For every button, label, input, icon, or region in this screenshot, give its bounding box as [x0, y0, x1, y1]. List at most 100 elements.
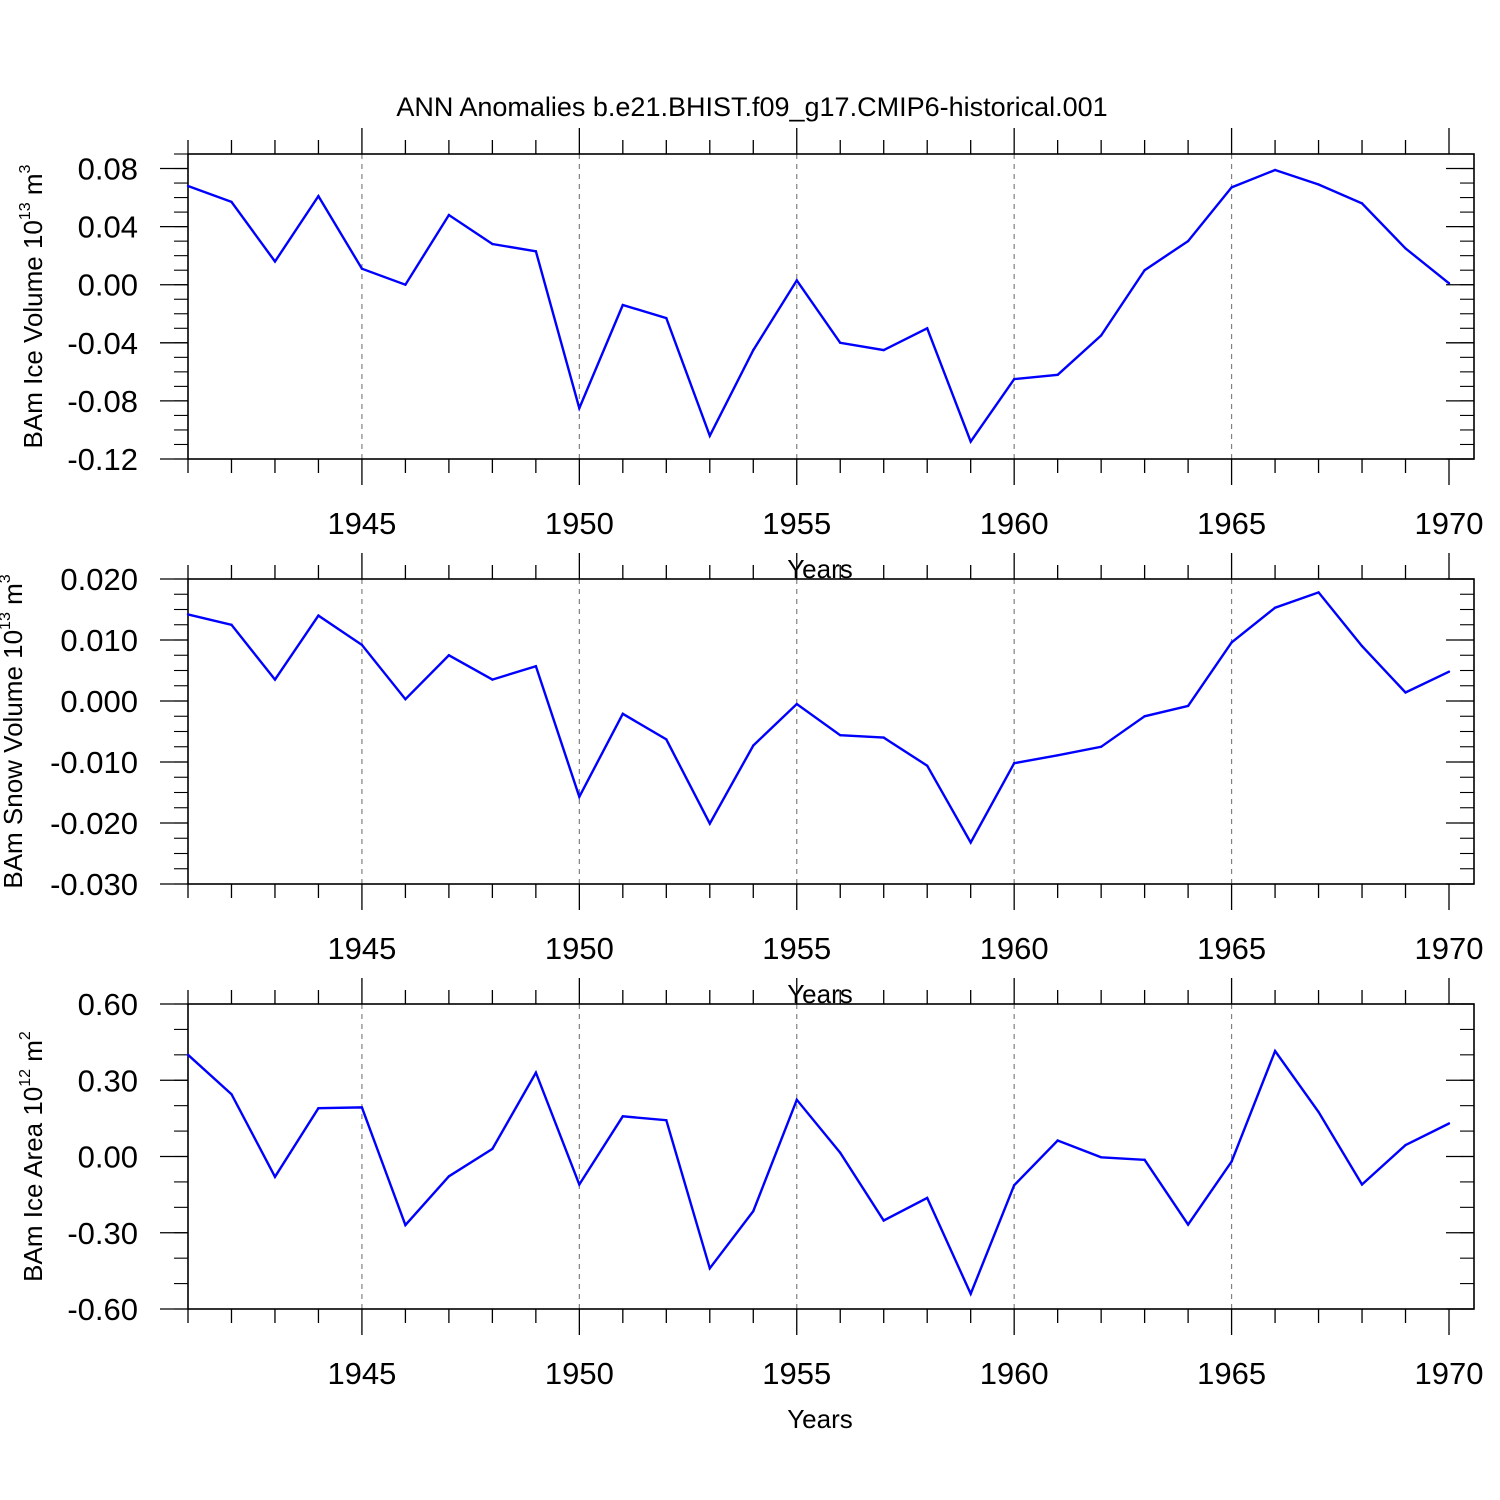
data-point — [186, 1053, 190, 1057]
data-point — [752, 348, 755, 352]
series-line — [187, 168, 1450, 445]
x-tick-label: 1945 — [327, 931, 396, 966]
data-point — [1360, 644, 1364, 648]
plot-frame — [187, 578, 1475, 885]
panel-1: 1945 1950 1955 1960 1965 1970Years0.080.040.0… — [17, 128, 1483, 584]
y-tick-label: 0.00 — [78, 1140, 138, 1175]
y-tick-label: 0.60 — [78, 987, 138, 1022]
data-point — [1447, 1122, 1451, 1125]
data-point — [795, 1098, 798, 1102]
data-point — [1273, 606, 1277, 609]
data-point — [1317, 591, 1320, 594]
data-point — [1360, 1183, 1364, 1186]
y-tick-label: 0.30 — [78, 1063, 138, 1098]
data-point — [1186, 239, 1190, 243]
data-point — [186, 613, 190, 616]
x-tick-label: 1955 — [762, 931, 831, 966]
data-point — [404, 1223, 407, 1227]
data-point — [1012, 377, 1016, 381]
plot-frame — [187, 153, 1475, 460]
data-point — [1447, 282, 1451, 285]
data-point — [491, 678, 494, 681]
data-point — [1056, 1139, 1059, 1142]
data-point — [1317, 183, 1320, 186]
x-tick-label: 1960 — [980, 506, 1049, 541]
series-line — [187, 1048, 1450, 1297]
y-tick-label: -0.04 — [67, 326, 138, 361]
panel-3: 1945 1950 1955 1960 1965 1970 Years 0.60 0.30 0.0… — [17, 978, 1483, 1434]
data-point — [534, 250, 538, 253]
data-point — [1099, 1156, 1103, 1159]
data-point — [926, 764, 929, 767]
x-tick-label: 1960 — [980, 931, 1049, 966]
x-tick-label: 1965 — [1197, 931, 1266, 966]
x-tick-label: 1965 — [1197, 506, 1266, 541]
x-tick-label: 1970 — [1415, 506, 1484, 541]
data-point — [839, 733, 842, 737]
data-point — [665, 738, 668, 741]
data-point — [621, 712, 625, 716]
data-point — [708, 822, 711, 825]
data-point — [1099, 745, 1103, 748]
data-point — [273, 678, 277, 681]
data-point — [491, 242, 494, 246]
data-point — [926, 327, 929, 330]
data-point — [230, 1093, 233, 1096]
data-point — [578, 1183, 581, 1186]
data-point — [447, 213, 451, 217]
x-tick-label: 1950 — [545, 1356, 614, 1391]
data-point — [1404, 1143, 1407, 1147]
y-tick-label: 0.010 — [60, 623, 138, 658]
data-point — [1143, 268, 1146, 272]
x-tick-label: 1950 — [545, 931, 614, 966]
data-point — [578, 795, 581, 798]
data-point — [317, 1107, 320, 1110]
data-point — [230, 623, 233, 626]
data-point — [752, 744, 755, 747]
data-point — [708, 434, 711, 437]
data-point — [621, 1115, 625, 1118]
y-axis-title: BAm Ice Volume 1013 m3 — [17, 164, 48, 448]
y-tick-label: 0.000 — [60, 684, 138, 719]
data-point — [404, 697, 407, 701]
y-tick-label: -0.12 — [67, 442, 138, 477]
x-tick-label: 1950 — [545, 506, 614, 541]
data-point — [534, 665, 538, 668]
y-axis-title: BAm Ice Area 1012 m2 — [17, 1031, 48, 1282]
data-point — [1099, 334, 1103, 337]
data-point — [404, 283, 407, 286]
data-point — [882, 348, 885, 352]
x-tick-label: 1955 — [762, 1356, 831, 1391]
data-point — [273, 260, 277, 263]
x-tick-label: 1945 — [327, 506, 396, 541]
data-point — [1012, 1184, 1016, 1187]
data-point — [1056, 754, 1059, 757]
data-point — [1360, 202, 1364, 205]
data-point — [621, 303, 625, 307]
data-point — [491, 1147, 494, 1151]
y-axis-title: BAm Snow Volume 1013 m3 — [0, 574, 28, 888]
data-point — [839, 1151, 842, 1154]
data-point — [578, 406, 581, 410]
x-axis-title: Years — [787, 1404, 853, 1434]
chart-title: ANN Anomalies b.e21.BHIST.f09_g17.CMIP6-… — [396, 92, 1107, 122]
y-tick-label: -0.010 — [50, 745, 138, 780]
data-point — [1404, 247, 1407, 250]
x-tick-label: 1970 — [1415, 931, 1484, 966]
data-point — [534, 1071, 538, 1074]
data-point — [1273, 1049, 1277, 1053]
data-point — [665, 1118, 668, 1122]
data-point — [1404, 691, 1407, 694]
data-point — [317, 614, 320, 617]
data-point — [1186, 1223, 1190, 1226]
y-tick-label: -0.30 — [67, 1216, 138, 1251]
y-tick-label: 0.00 — [78, 268, 138, 303]
x-tick-label: 1965 — [1197, 1356, 1266, 1391]
y-tick-label: 0.04 — [78, 210, 138, 245]
panel-2: 1945 1950 1955 1960 1965 1970Years0.0200.0100… — [0, 553, 1483, 1009]
data-point — [969, 841, 972, 844]
y-tick-label: 0.020 — [60, 562, 138, 597]
data-point — [882, 1219, 885, 1222]
data-point — [186, 184, 190, 188]
